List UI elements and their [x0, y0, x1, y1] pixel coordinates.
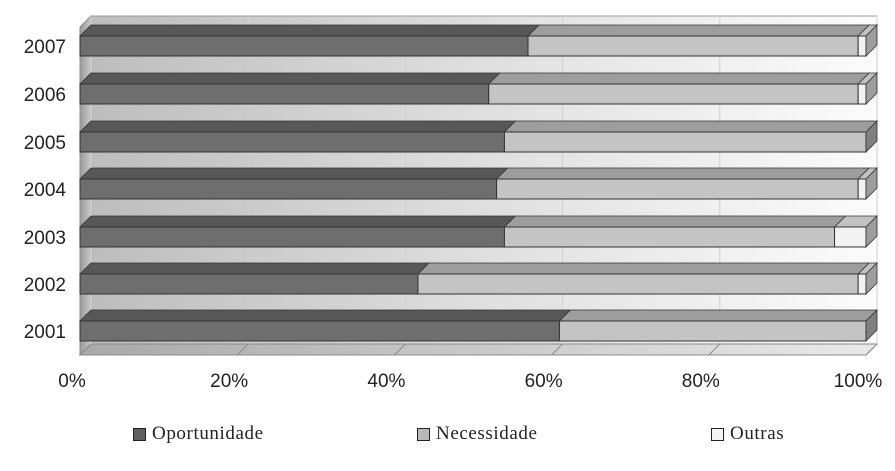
floor-gridline: [551, 343, 563, 356]
floor-gridline: [79, 343, 92, 356]
bar-2006-oportunidade-top: [79, 72, 501, 85]
bar-2005-necessidade-top: [503, 120, 878, 133]
x-axis-tick-labels: 0% 20% 40% 60% 80% 100%: [58, 371, 882, 392]
bar-row-2005: [79, 120, 878, 153]
bar-2001-necessidade-end: [865, 309, 878, 342]
bar-2006-outras-end: [865, 72, 878, 105]
bar-2004-outras-end: [865, 167, 878, 200]
bar-2003-necessidade-top: [503, 215, 847, 228]
floor: [78, 343, 879, 356]
bar-row-2002: [79, 262, 878, 295]
legend-swatch-oportunidade: [133, 427, 146, 441]
bar-row-2006: [79, 72, 878, 105]
floor-gridline: [708, 343, 721, 356]
bar-2003-necessidade: [503, 226, 836, 248]
bar-2007-oportunidade: [79, 35, 529, 57]
bar-2007-necessidade: [527, 35, 859, 57]
bar-2004-outras: [857, 178, 867, 200]
bar-2004-oportunidade-top: [79, 167, 509, 180]
bar-2007-outras-end: [865, 24, 878, 57]
bar-2003-outras: [834, 226, 867, 248]
bar-2006-necessidade: [488, 83, 859, 105]
bar-2002-outras-end: [865, 262, 878, 295]
floor-gridline: [236, 343, 249, 356]
bar-2007-oportunidade-top: [79, 24, 540, 37]
legend-item-outras: Outras: [711, 417, 784, 451]
bar-row-2001: [79, 309, 878, 342]
bar-2001-necessidade: [558, 320, 867, 342]
bar-2001-oportunidade: [79, 320, 560, 342]
x-tick-label: 100%: [834, 371, 883, 392]
legend-item-oportunidade: Oportunidade: [133, 417, 264, 451]
bar-2006-outras: [857, 83, 867, 105]
bar-2005-oportunidade: [79, 131, 505, 153]
y-tick-label: 2002: [24, 275, 66, 296]
bar-row-2004: [79, 167, 878, 200]
y-tick-label: 2001: [24, 322, 66, 343]
legend-label-outras: Outras: [730, 423, 785, 444]
x-tick-label: 60%: [525, 371, 563, 392]
x-tick-label: 40%: [367, 371, 405, 392]
legend-label-necessidade: Necessidade: [436, 423, 538, 444]
bar-2005-necessidade: [503, 131, 867, 153]
bar-row-2007: [79, 24, 878, 57]
x-tick-label: 20%: [210, 371, 248, 392]
x-tick-label: 0%: [58, 371, 86, 392]
bar-2002-outras: [857, 273, 867, 295]
bar-2004-necessidade-top: [495, 167, 871, 180]
bar-2004-necessidade: [496, 178, 859, 200]
bar-2006-oportunidade: [79, 83, 490, 105]
bar-2002-oportunidade: [79, 273, 419, 295]
bar-row-2003: [79, 215, 878, 248]
legend: Oportunidade Necessidade Outras: [0, 417, 895, 451]
legend-swatch-necessidade: [417, 427, 430, 441]
bar-2003-oportunidade-top: [79, 215, 517, 228]
bar-2002-necessidade: [417, 273, 859, 295]
legend-item-necessidade: Necessidade: [417, 417, 538, 451]
floor-gridline: [865, 343, 878, 356]
legend-swatch-outras: [711, 427, 724, 441]
y-tick-label: 2007: [24, 37, 66, 58]
bar-2006-necessidade-top: [487, 72, 871, 85]
legend-label-oportunidade: Oportunidade: [152, 423, 264, 444]
x-tick-label: 80%: [682, 371, 720, 392]
y-tick-label: 2005: [24, 133, 66, 154]
bar-2001-necessidade-top: [558, 309, 878, 322]
bar-2003-outras-end: [865, 215, 878, 248]
y-tick-label: 2003: [24, 228, 66, 249]
floor-gridline: [394, 343, 406, 356]
y-tick-label: 2006: [24, 85, 66, 106]
bar-2005-necessidade-end: [865, 120, 878, 153]
bar-2004-oportunidade: [79, 178, 498, 200]
y-tick-label: 2004: [24, 180, 67, 201]
bar-2005-oportunidade-top: [79, 120, 517, 133]
bar-2002-oportunidade-top: [79, 262, 430, 275]
bar-2007-outras: [857, 35, 867, 57]
bars: [79, 24, 878, 342]
bar-2002-necessidade-top: [417, 262, 871, 275]
bar-2007-necessidade-top: [527, 24, 871, 37]
bar-2001-oportunidade-top: [79, 309, 572, 322]
bar-2003-oportunidade: [79, 226, 505, 248]
y-axis-tick-labels: 2001 2002 2003 2004 2005 2006 2007: [24, 37, 67, 343]
